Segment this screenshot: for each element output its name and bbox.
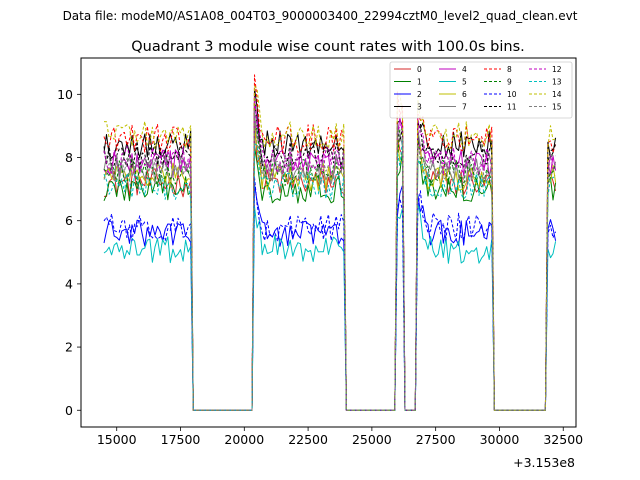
legend-label-2: 2 bbox=[417, 90, 422, 99]
legend-label-11: 11 bbox=[507, 103, 517, 112]
x-tick-label: 30000 bbox=[480, 432, 520, 447]
legend-frame bbox=[389, 61, 573, 119]
legend-label-5: 5 bbox=[462, 78, 467, 87]
y-tick-label: 10 bbox=[57, 87, 73, 102]
y-axis: 0 2 4 6 8 10 bbox=[57, 87, 81, 418]
x-tick-label: 27500 bbox=[416, 432, 456, 447]
x-offset-label: +3.153e8 bbox=[513, 455, 575, 470]
x-axis: 15000 17500 20000 22500 25000 27500 30000 32500 bbox=[97, 427, 583, 447]
x-tick-label: 22500 bbox=[288, 432, 328, 447]
legend-label-4: 4 bbox=[462, 65, 467, 74]
x-tick-label: 17500 bbox=[161, 432, 201, 447]
y-tick-label: 8 bbox=[65, 150, 73, 165]
chart-title: Quadrant 3 module wise count rates with … bbox=[131, 39, 525, 55]
series-line-13 bbox=[103, 138, 556, 411]
series-line-8 bbox=[103, 74, 557, 411]
legend-label-8: 8 bbox=[507, 65, 512, 74]
legend-label-9: 9 bbox=[507, 78, 512, 87]
x-tick-label: 20000 bbox=[224, 432, 264, 447]
y-tick-label: 2 bbox=[65, 340, 73, 355]
y-tick-label: 0 bbox=[65, 403, 73, 418]
legend-label-6: 6 bbox=[462, 90, 467, 99]
legend-label-10: 10 bbox=[507, 90, 517, 99]
x-tick-label: 32500 bbox=[543, 432, 583, 447]
legend-label-1: 1 bbox=[417, 78, 422, 87]
x-tick-label: 15000 bbox=[97, 432, 137, 447]
series-line-9 bbox=[103, 127, 557, 411]
y-tick-label: 4 bbox=[65, 276, 73, 291]
legend-label-13: 13 bbox=[552, 78, 562, 87]
series-line-15 bbox=[103, 110, 556, 411]
legend-label-3: 3 bbox=[417, 103, 422, 112]
plot-frame bbox=[80, 57, 577, 428]
series-line-5 bbox=[103, 202, 557, 411]
x-tick-label: 25000 bbox=[352, 432, 392, 447]
legend-label-0: 0 bbox=[417, 65, 422, 74]
legend-label-14: 14 bbox=[552, 90, 562, 99]
legend-label-12: 12 bbox=[552, 65, 562, 74]
figure-suptitle: Data file: modeM0/AS1A08_004T03_90000034… bbox=[63, 9, 578, 23]
series-line-10 bbox=[103, 177, 557, 411]
legend-label-7: 7 bbox=[462, 103, 467, 112]
series-line-11 bbox=[103, 97, 557, 411]
series-line-12 bbox=[103, 96, 557, 411]
y-tick-label: 6 bbox=[65, 213, 73, 228]
series-layer bbox=[103, 74, 557, 411]
legend-label-15: 15 bbox=[552, 103, 562, 112]
